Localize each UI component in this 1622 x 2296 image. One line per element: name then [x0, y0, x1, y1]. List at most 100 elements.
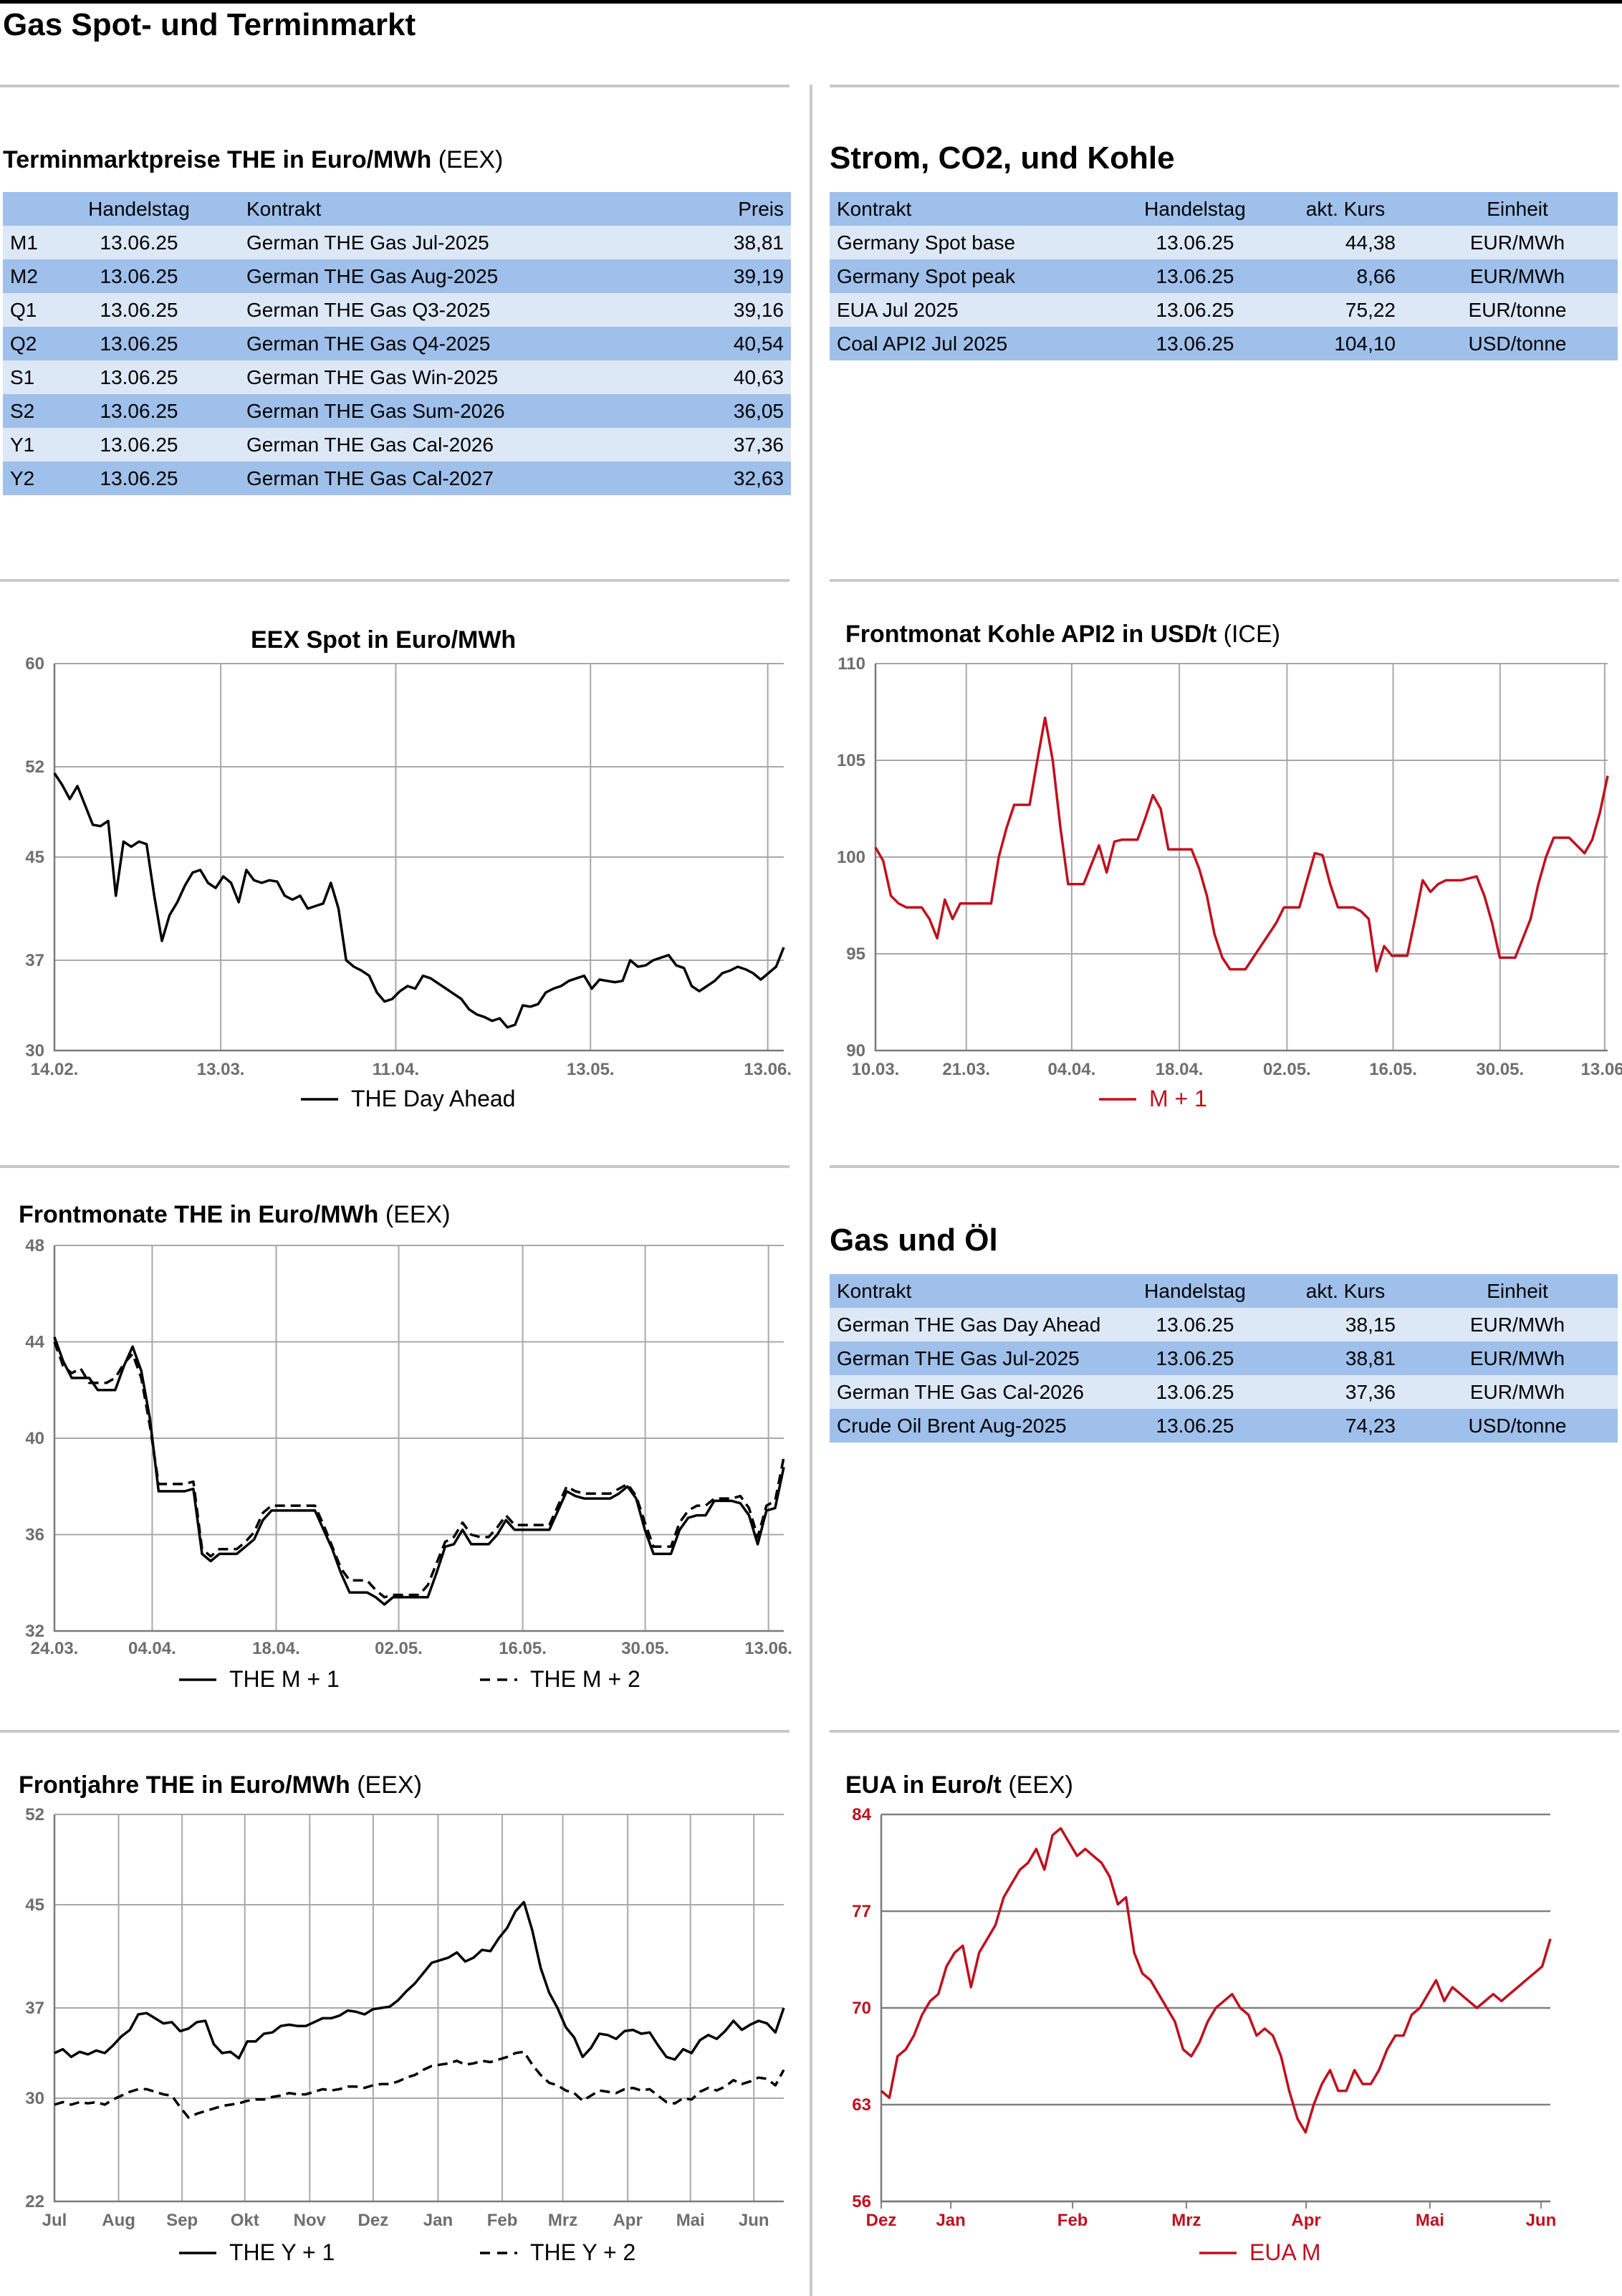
axis-frame: [53, 664, 784, 1052]
y-tick-label: 63: [852, 2095, 871, 2115]
x-tick-label: 30.05.: [621, 1639, 669, 1658]
termin-table: Handelstag Kontrakt Preis M1 13.06.25 Germ…: [3, 192, 791, 495]
x-tick-label: Feb: [1057, 2211, 1088, 2230]
legend-label: THE M + 2: [530, 1666, 640, 1692]
y-tick-label: 40: [25, 1429, 44, 1448]
y-tick-label: 90: [846, 1041, 865, 1061]
spot-chart-title: EEX Spot in Euro/MWh: [251, 626, 517, 654]
x-tick-label: Mai: [676, 2211, 705, 2230]
y-tick-label: 52: [25, 1805, 44, 1824]
y-tick-label: 30: [25, 1041, 44, 1061]
eua-chart: 56 63 70 77 84 Dez Jan Feb Mrz Apr Mai Jun EUA M: [852, 1805, 1556, 2265]
table-row: Germany Spot base 13.06.25 44,38 EUR/MWh: [830, 226, 1618, 259]
x-tick-label: Jul: [42, 2211, 67, 2230]
y-tick-label: 70: [852, 1999, 871, 2018]
y-tick-label: 45: [25, 1895, 44, 1915]
series-line-1: [53, 772, 785, 1029]
x-tick-label: 13.06.: [744, 1060, 792, 1079]
x-tick-label: 16.05.: [1369, 1060, 1417, 1079]
x-tick-label: Feb: [487, 2211, 518, 2230]
kohle-chart-title: Frontmonat Kohle API2 in USD/t (ICE): [845, 621, 1280, 648]
y-tick-label: 36: [25, 1526, 44, 1545]
axis-frame: [880, 1814, 1550, 2203]
x-tick-label: Apr: [1291, 2211, 1320, 2230]
y-tick-label: 37: [25, 951, 44, 970]
x-tick-label: 13.06.: [1581, 1060, 1622, 1079]
y-tick-label: 48: [25, 1236, 44, 1255]
x-tick-label: 16.05.: [499, 1639, 547, 1658]
legend-label: THE Y + 2: [530, 2239, 635, 2265]
x-tick-label: Mrz: [548, 2211, 577, 2230]
x-tick-label: Jan: [936, 2211, 965, 2230]
y-tick-label: 56: [852, 2192, 871, 2211]
y-tick-label: 30: [25, 2089, 44, 2108]
divider: [830, 579, 1619, 582]
divider: [830, 1730, 1619, 1733]
x-tick-label: 10.03.: [852, 1060, 900, 1079]
frontmonate-chart: 32 36 40 44 48 24.03. 04.04. 18.04. 02.05. 16.05.…: [25, 1236, 792, 1692]
table-row: S1 13.06.25 German THE Gas Win-2025 40,63: [3, 360, 791, 394]
table-row: Germany Spot peak 13.06.25 8,66 EUR/MWh: [830, 259, 1618, 293]
axis-frame: [874, 664, 1608, 1052]
x-tick-label: 02.05.: [375, 1639, 423, 1658]
legend-label: M + 1: [1149, 1086, 1207, 1111]
x-tick-label: 04.04.: [1048, 1060, 1096, 1079]
y-tick-label: 105: [837, 751, 865, 770]
series-line-2: [53, 1341, 785, 1599]
kohle-chart: 90 95 100 105 110 10.03. 21.03. 04.04. 18.04. 02.…: [837, 654, 1622, 1111]
gasoel-title: Gas und Öl: [830, 1223, 998, 1258]
y-tick-label: 84: [852, 1805, 871, 1824]
table-row: German THE Gas Jul-2025 13.06.25 38,81 EUR/…: [830, 1341, 1618, 1375]
y-tick-label: 22: [25, 2192, 44, 2211]
page-title: Gas Spot- und Terminmarkt: [3, 7, 416, 42]
termin-title: Terminmarktpreise THE in Euro/MWh (EEX): [3, 146, 504, 173]
gasoel-table: Kontrakt Handelstag akt. Kurs Einheit Ge…: [830, 1274, 1618, 1443]
top-rule: [0, 0, 1622, 4]
x-tick-label: Mrz: [1171, 2211, 1201, 2230]
y-tick-label: 52: [25, 757, 44, 777]
x-tick-label: Apr: [613, 2211, 642, 2230]
x-tick-label: 14.02.: [31, 1060, 79, 1079]
x-tick-label: 13.06.: [744, 1639, 792, 1658]
y-tick-label: 77: [852, 1902, 871, 1921]
y-tick-label: 110: [838, 654, 865, 674]
y-tick-label: 44: [25, 1333, 44, 1352]
x-tick-label: Dez: [866, 2211, 897, 2230]
x-tick-label: 30.05.: [1476, 1060, 1524, 1079]
table-row: M2 13.06.25 German THE Gas Aug-2025 39,19: [3, 259, 791, 293]
table-row: Y2 13.06.25 German THE Gas Cal-2027 32,63: [3, 461, 791, 495]
divider: [830, 1165, 1619, 1168]
x-tick-label: 04.04.: [128, 1639, 176, 1658]
x-tick-label: 13.03.: [197, 1060, 245, 1079]
x-tick-label: Jun: [739, 2211, 769, 2230]
table-header: Kontrakt Handelstag akt. Kurs Einheit: [830, 1274, 1618, 1308]
y-tick-label: 37: [25, 1999, 44, 2018]
table-row: German THE Gas Day Ahead 13.06.25 38,15 EUR…: [830, 1308, 1618, 1341]
divider: [830, 85, 1619, 87]
x-tick-label: Mai: [1416, 2211, 1444, 2230]
table-row: S2 13.06.25 German THE Gas Sum-2026 36,05: [3, 394, 791, 428]
x-tick-label: Jan: [423, 2211, 453, 2230]
x-tick-label: Nov: [294, 2211, 327, 2230]
column-divider: [810, 85, 812, 2296]
table-row: Crude Oil Brent Aug-2025 13.06.25 74,23 USD…: [830, 1409, 1618, 1443]
table-header: Kontrakt Handelstag akt. Kurs Einheit: [830, 192, 1618, 226]
series-line-1: [53, 1336, 785, 1606]
x-tick-label: 13.05.: [567, 1060, 615, 1079]
divider: [0, 1730, 790, 1733]
divider: [0, 579, 790, 582]
divider: [0, 85, 790, 87]
series-line-1: [54, 1900, 785, 2061]
table-row: EUA Jul 2025 13.06.25 75,22 EUR/tonne: [830, 293, 1618, 327]
legend-label: THE Y + 1: [229, 2239, 335, 2265]
frontjahre-chart-title: Frontjahre THE in Euro/MWh (EEX): [19, 1771, 422, 1799]
table-row: Coal API2 Jul 2025 13.06.25 104,10 USD/tonn…: [830, 327, 1618, 360]
legend-label: THE M + 1: [229, 1666, 340, 1692]
table-row: German THE Gas Cal-2026 13.06.25 37,36 EUR/…: [830, 1375, 1618, 1409]
x-tick-label: Aug: [102, 2211, 135, 2230]
legend-label: THE Day Ahead: [351, 1086, 515, 1111]
table-row: Y1 13.06.25 German THE Gas Cal-2026 37,36: [3, 428, 791, 461]
x-tick-label: Okt: [231, 2211, 259, 2230]
legend-label: EUA M: [1249, 2239, 1321, 2265]
x-tick-label: 18.04.: [1156, 1060, 1204, 1079]
